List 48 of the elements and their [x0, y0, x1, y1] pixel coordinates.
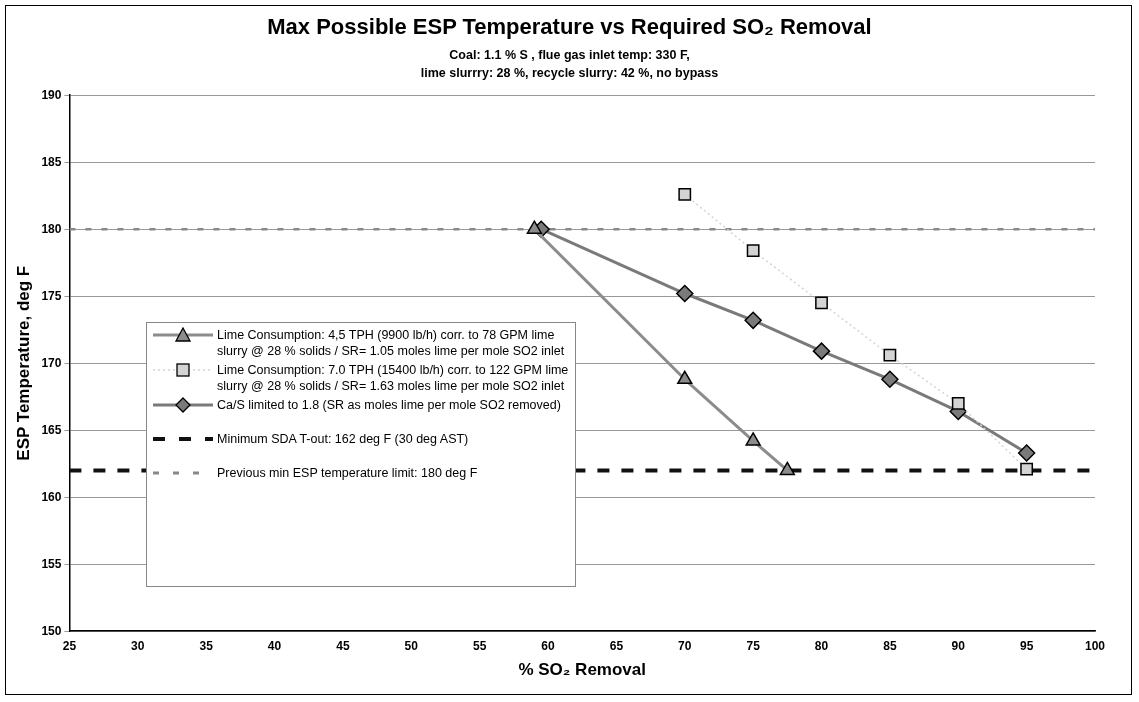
point [676, 284, 694, 303]
legend-label: Minimum SDA T-out: 162 deg F (30 deg AST) [217, 431, 470, 447]
x-tick-label: 90 [951, 638, 966, 653]
y-tick-label: 170 [41, 355, 62, 370]
x-tick-label: 55 [472, 638, 487, 653]
x-tick-label: 65 [609, 638, 624, 653]
y-tick-label: 150 [41, 623, 62, 638]
legend-label: Lime Consumption: 4,5 TPH (9900 lb/h) corr. to 78 GPM lime slurry @ 28 % solids / SR= 1.05 moles lime per mole SO2 inlet [217, 327, 566, 359]
x-tick-label: 45 [336, 638, 350, 653]
y-tick-label: 165 [41, 422, 62, 437]
legend-label: Previous min ESP temperature limit: 180 deg F [217, 465, 479, 481]
y-tick-label: 155 [41, 556, 62, 571]
x-tick-label: 50 [404, 638, 419, 653]
x-axis-title: % SO₂ Removal [518, 660, 646, 680]
y-axis-title: ESP Temperature, deg F [13, 265, 33, 461]
y-tick-label: 160 [41, 489, 62, 504]
point [746, 244, 760, 258]
x-tick-label: 40 [267, 638, 282, 653]
point [678, 187, 692, 201]
point [815, 296, 828, 310]
x-tick-label: 70 [678, 638, 692, 653]
point [744, 311, 762, 330]
point [951, 396, 965, 410]
point [881, 370, 899, 389]
point [812, 342, 831, 360]
x-tick-label: 80 [814, 638, 829, 653]
point [779, 461, 796, 476]
chart-subtitle: Coal: 1.1 % S , flue gas inlet temp: 330 F, lime slurrry: 28 %, recycle slurry: 42 %, no bypass [419, 47, 720, 82]
x-tick-label: 35 [199, 638, 214, 653]
point [883, 348, 897, 362]
point [745, 432, 761, 446]
legend-label: Ca/S limited to 1.8 (SR as moles lime per mole SO2 removed) [217, 397, 562, 413]
x-tick-label: 60 [541, 638, 556, 653]
y-tick-label: 190 [41, 87, 62, 102]
y-tick-label: 175 [41, 288, 62, 303]
point [1017, 444, 1036, 462]
x-tick-label: 30 [131, 638, 145, 653]
chart-title: Max Possible ESP Temperature vs Required SO₂ Removal [266, 14, 873, 40]
point [1020, 462, 1034, 476]
legend-label: Lime Consumption: 7.0 TPH (15400 lb/h) corr. to 122 GPM lime slurry @ 28 % solids / SR= 1.63 moles lime per mole SO2 inlet [217, 362, 570, 394]
x-tick-label: 100 [1084, 638, 1106, 653]
y-tick-label: 185 [41, 154, 62, 169]
y-tick-label: 180 [41, 221, 62, 236]
x-tick-label: 85 [883, 638, 897, 653]
x-tick-label: 95 [1019, 638, 1034, 653]
x-tick-label: 75 [746, 638, 761, 653]
x-tick-label: 25 [62, 638, 77, 653]
point [677, 370, 693, 385]
